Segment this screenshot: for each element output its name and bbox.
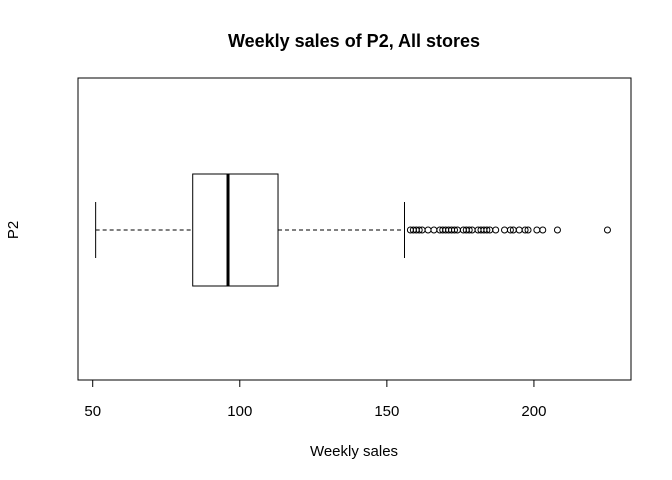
x-tick-label: 150 [374,403,399,420]
outlier-point [553,226,561,234]
outlier-point [415,226,423,234]
x-axis-label: Weekly sales [310,443,398,460]
x-tick-label: 100 [227,403,252,420]
box-series [95,173,611,287]
x-tick-label: 50 [84,403,101,420]
outlier-point [451,226,459,234]
outlier-point [465,226,473,234]
outlier-point [424,226,432,234]
outlier-point [539,226,547,234]
box-iqr [192,173,279,287]
x-axis: 50 100 150 200 [84,379,546,420]
x-tick-label: 200 [521,403,546,420]
outlier-point [524,226,532,234]
y-axis-label: P2 [5,221,22,239]
plot-frame [77,77,632,381]
chart-title: Weekly sales of P2, All stores [228,31,480,51]
outlier-point [521,226,529,234]
outlier-point [533,226,541,234]
outlier-point [483,226,491,234]
outlier-point [430,226,438,234]
outlier-point [501,226,509,234]
outlier-point [506,226,514,234]
outlier-point [515,226,523,234]
outlier-point [492,226,500,234]
outlier-point [603,226,611,234]
